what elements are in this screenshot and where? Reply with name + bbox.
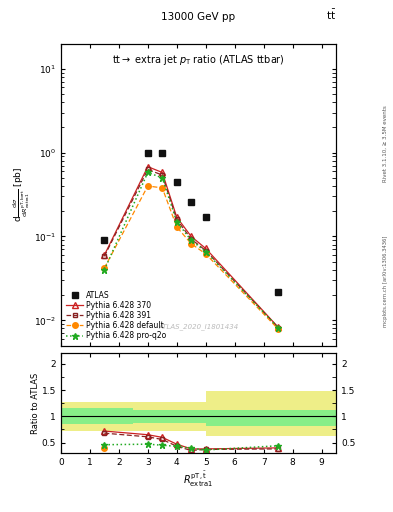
Legend: ATLAS, Pythia 6.428 370, Pythia 6.428 391, Pythia 6.428 default, Pythia 6.428 pr: ATLAS, Pythia 6.428 370, Pythia 6.428 39…: [65, 289, 168, 342]
Text: ATLAS_2020_I1801434: ATLAS_2020_I1801434: [158, 324, 239, 331]
Text: Rivet 3.1.10, ≥ 3.5M events: Rivet 3.1.10, ≥ 3.5M events: [383, 105, 388, 182]
Text: mcplots.cern.ch [arXiv:1306.3436]: mcplots.cern.ch [arXiv:1306.3436]: [383, 236, 388, 327]
Text: 13000 GeV pp: 13000 GeV pp: [162, 12, 235, 23]
X-axis label: $R^{\mathsf{pT},\bar{\mathsf{t}}}_{\mathsf{extra1}}$: $R^{\mathsf{pT},\bar{\mathsf{t}}}_{\math…: [183, 470, 214, 489]
Y-axis label: Ratio to ATLAS: Ratio to ATLAS: [31, 373, 40, 434]
Y-axis label: $\mathsf{d}\frac{\mathsf{d}\sigma}{\mathsf{d}R^{\mathsf{pT},\mathsf{bar{t}}}_{\m: $\mathsf{d}\frac{\mathsf{d}\sigma}{\math…: [12, 167, 32, 222]
Text: $\mathsf{t\bar{t}}$: $\mathsf{t\bar{t}}$: [326, 8, 336, 23]
Text: tt$\rightarrow$ extra jet $p_\mathsf{T}$ ratio (ATLAS ttbar): tt$\rightarrow$ extra jet $p_\mathsf{T}$…: [112, 53, 285, 67]
